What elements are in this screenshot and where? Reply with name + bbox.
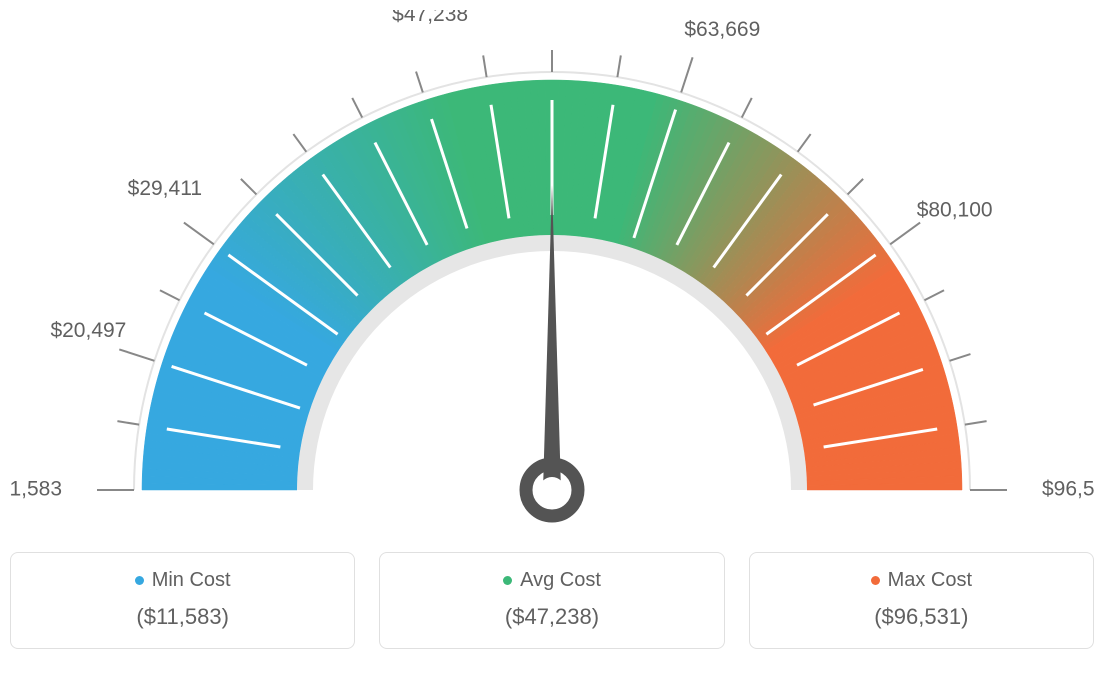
- svg-text:$11,583: $11,583: [10, 478, 62, 501]
- legend-row: Min Cost ($11,583) Avg Cost ($47,238) Ma…: [10, 552, 1094, 649]
- legend-max-value: ($96,531): [760, 604, 1083, 630]
- legend-min-card: Min Cost ($11,583): [10, 552, 355, 649]
- legend-min-value: ($11,583): [21, 604, 344, 630]
- svg-text:$80,100: $80,100: [917, 198, 993, 221]
- svg-text:$63,669: $63,669: [684, 18, 760, 41]
- legend-avg-card: Avg Cost ($47,238): [379, 552, 724, 649]
- legend-max-card: Max Cost ($96,531): [749, 552, 1094, 649]
- legend-avg-value: ($47,238): [390, 604, 713, 630]
- svg-text:$47,238: $47,238: [392, 10, 468, 26]
- dot-max: [871, 576, 880, 585]
- dot-min: [135, 576, 144, 585]
- svg-text:$20,497: $20,497: [50, 319, 126, 342]
- cost-gauge: $11,583 $20,497 $29,411 $47,238 $63,669 $80,1…: [10, 10, 1094, 540]
- svg-text:$96,531: $96,531: [1042, 478, 1094, 501]
- svg-text:$29,411: $29,411: [128, 177, 202, 200]
- legend-max-label: Max Cost: [888, 569, 972, 592]
- legend-avg-label: Avg Cost: [520, 569, 601, 592]
- dot-avg: [503, 576, 512, 585]
- legend-min-label: Min Cost: [152, 569, 231, 592]
